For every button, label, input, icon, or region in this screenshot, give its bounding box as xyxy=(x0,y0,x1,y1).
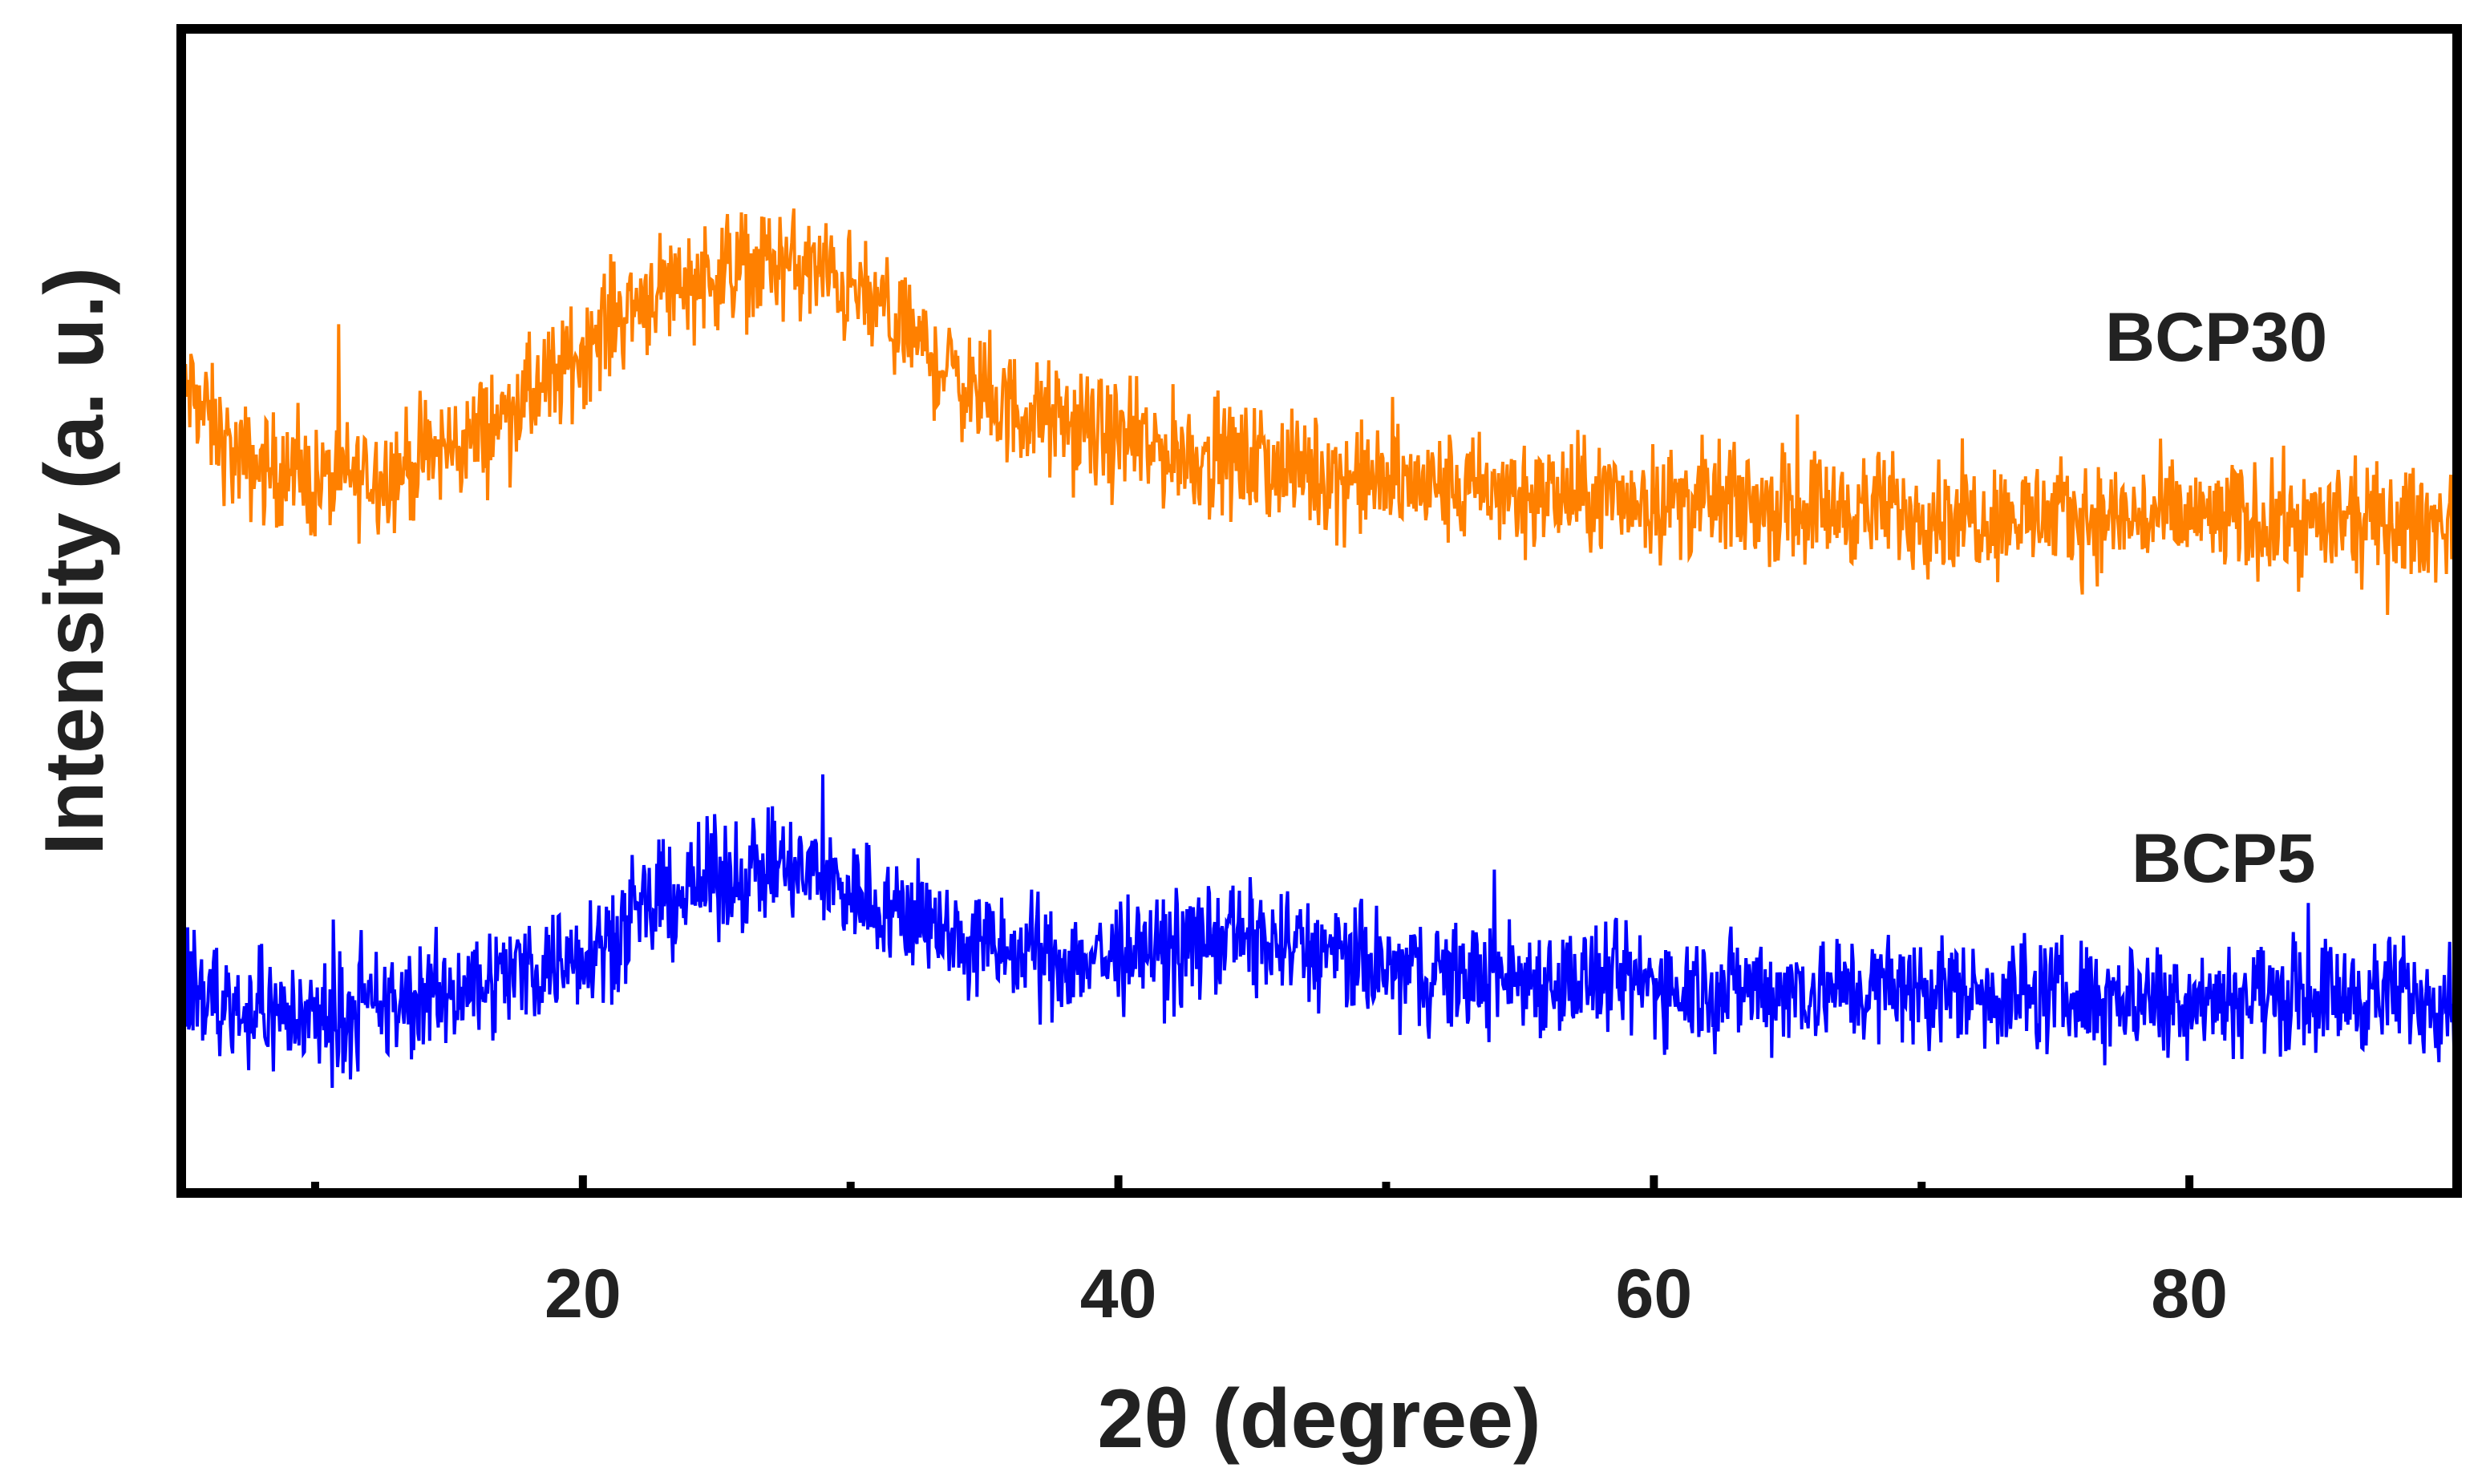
x-tick-label-20: 20 xyxy=(545,1256,622,1332)
series-layer xyxy=(180,208,2459,1088)
x-tick-label-40: 40 xyxy=(1080,1256,1157,1332)
series-label-bcp30: BCP30 xyxy=(2105,299,2327,376)
x-tick-label-60: 60 xyxy=(1616,1256,1693,1332)
x-ticks: 20 40 60 80 xyxy=(310,1175,2461,1332)
x-tick-label-80: 80 xyxy=(2151,1256,2228,1332)
x-axis-title: 2θ (degree) xyxy=(1097,1373,1541,1466)
y-axis-title: Intensity (a. u.) xyxy=(28,267,121,855)
series-line-bcp5 xyxy=(180,774,2459,1088)
series-label-bcp5: BCP5 xyxy=(2132,820,2315,897)
series-line-bcp30 xyxy=(180,208,2459,616)
plot-frame xyxy=(176,24,2462,1198)
